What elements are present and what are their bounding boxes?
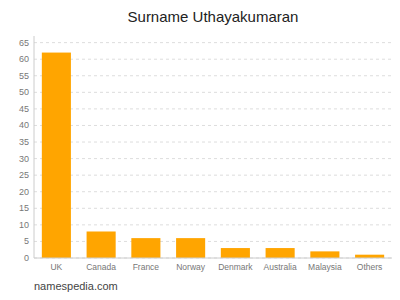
grid-line: [34, 75, 392, 76]
y-tick-label: 35: [19, 137, 29, 147]
x-tick-label: Others: [357, 262, 383, 272]
x-tick-label: UK: [50, 262, 62, 272]
grid-line: [34, 208, 392, 209]
y-tick-label: 20: [19, 187, 29, 197]
x-tick-label: Canada: [86, 262, 116, 272]
annotation: namespedia.com: [34, 280, 118, 292]
x-axis-line: [34, 258, 392, 259]
grid-line: [34, 108, 392, 109]
grid-line: [34, 59, 392, 60]
y-tick-label: 55: [19, 71, 29, 81]
grid-line: [34, 92, 392, 93]
x-tick-label: Norway: [176, 262, 206, 272]
bar: [87, 231, 116, 258]
grid-line: [34, 258, 392, 259]
grid-line: [34, 142, 392, 143]
chart-container: Surname Uthayakumaran 0 5 10 15 20 25 30 35 40 45 5…: [0, 0, 400, 300]
grid: [34, 43, 392, 258]
x-tick-label: Denmark: [218, 262, 253, 272]
y-tick-label: 25: [19, 170, 29, 180]
bars: [42, 53, 384, 258]
y-tick-label: 30: [19, 154, 29, 164]
grid-line: [34, 158, 392, 159]
bar: [266, 248, 295, 258]
y-tick-label: 10: [19, 220, 29, 230]
x-tick-label: France: [133, 262, 160, 272]
x-tick-label: Malaysia: [308, 262, 342, 272]
bar: [42, 53, 71, 258]
grid-line: [34, 42, 392, 43]
y-tick-label: 5: [24, 236, 29, 246]
y-tick-label: 45: [19, 104, 29, 114]
y-axis-line: [34, 36, 35, 258]
bar: [221, 248, 250, 258]
bar: [176, 238, 205, 258]
y-tick-label: 40: [19, 120, 29, 130]
grid-line: [34, 224, 392, 225]
grid-line: [34, 191, 392, 192]
y-tick-label: 0: [24, 253, 29, 263]
bar: [310, 251, 339, 258]
grid-line: [34, 125, 392, 126]
y-tick-label: 15: [19, 203, 29, 213]
title: Surname Uthayakumaran: [128, 8, 299, 25]
chart: Surname Uthayakumaran 0 5 10 15 20 25 30 35 40 45 5…: [0, 0, 400, 300]
y-tick-label: 65: [19, 38, 29, 48]
x-tick-label: Australia: [264, 262, 297, 272]
grid-line: [34, 175, 392, 176]
y-tick-label: 50: [19, 87, 29, 97]
y-tick-label: 60: [19, 54, 29, 64]
bar: [131, 238, 160, 258]
